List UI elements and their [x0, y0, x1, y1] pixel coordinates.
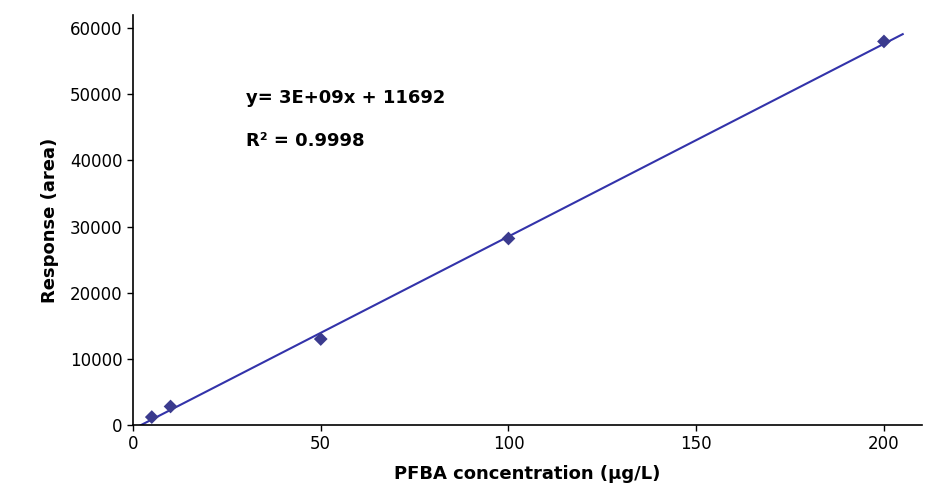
Text: R² = 0.9998: R² = 0.9998 — [246, 132, 364, 150]
Point — [144, 413, 160, 421]
Point — [314, 335, 329, 343]
Text: y= 3E+09x + 11692: y= 3E+09x + 11692 — [246, 88, 445, 106]
Point — [876, 38, 891, 46]
X-axis label: PFBA concentration (μg/L): PFBA concentration (μg/L) — [394, 464, 660, 482]
Point — [501, 234, 516, 242]
Y-axis label: Response (area): Response (area) — [41, 138, 59, 302]
Point — [163, 402, 179, 410]
